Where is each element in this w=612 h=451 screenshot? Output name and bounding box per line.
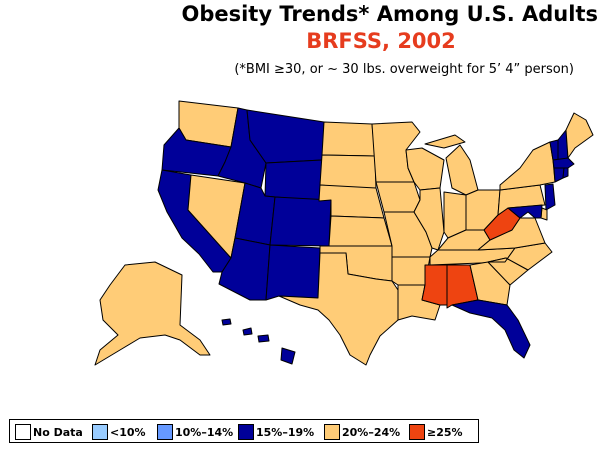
legend-lt10: <10% <box>92 424 146 440</box>
legend-label-20-24: 20%–24% <box>342 425 401 439</box>
state-il <box>413 187 445 251</box>
state-ms <box>421 264 448 306</box>
state-ar <box>391 256 431 286</box>
legend-label-15-19: 15%–19% <box>256 425 315 439</box>
state-hi <box>221 318 296 365</box>
legend-swatch-15-19 <box>238 424 254 440</box>
state-ga <box>469 261 511 306</box>
state-sd <box>319 154 377 191</box>
state-me <box>565 112 594 159</box>
legend-label-no-data: No Data <box>33 425 83 439</box>
state-md <box>507 204 543 219</box>
legend-swatch-20-24 <box>324 424 340 440</box>
state-fl <box>451 299 531 359</box>
legend-label-ge25: ≥25% <box>427 425 463 439</box>
legend-swatch-lt10 <box>92 424 108 440</box>
legend-swatch-no-data <box>15 424 31 440</box>
state-ny <box>499 141 556 191</box>
state-ak <box>94 261 211 366</box>
legend-label-10-14: 10%–14% <box>175 425 234 439</box>
map-legend: No Data <10% 10%–14% 15%–19% 20%–24% ≥25… <box>9 419 479 443</box>
legend-swatch-10-14 <box>157 424 173 440</box>
state-co <box>269 196 332 247</box>
state-ri <box>562 167 569 179</box>
legend-20-24: 20%–24% <box>324 424 400 440</box>
state-nm <box>265 244 321 301</box>
state-nd <box>321 121 376 157</box>
legend-label-lt10: <10% <box>110 425 146 439</box>
state-ia <box>375 181 421 213</box>
legend-ge25: ≥25% <box>409 424 463 440</box>
state-ma <box>552 157 575 169</box>
legend-no-data: No Data <box>15 424 83 440</box>
state-ct <box>553 167 565 183</box>
legend-swatch-ge25 <box>409 424 425 440</box>
legend-10-14: 10%–14% <box>157 424 233 440</box>
map-title: Obesity Trends* Among U.S. Adults <box>181 2 598 26</box>
bmi-footnote: (*BMI ≥30, or ~ 30 lbs. overweight for 5… <box>234 62 574 77</box>
state-ks <box>328 215 393 247</box>
state-nj <box>544 183 556 211</box>
legend-15-19: 15%–19% <box>238 424 314 440</box>
map-subtitle: BRFSS, 2002 <box>306 29 456 53</box>
state-wy <box>264 159 323 202</box>
state-tx <box>278 252 399 366</box>
